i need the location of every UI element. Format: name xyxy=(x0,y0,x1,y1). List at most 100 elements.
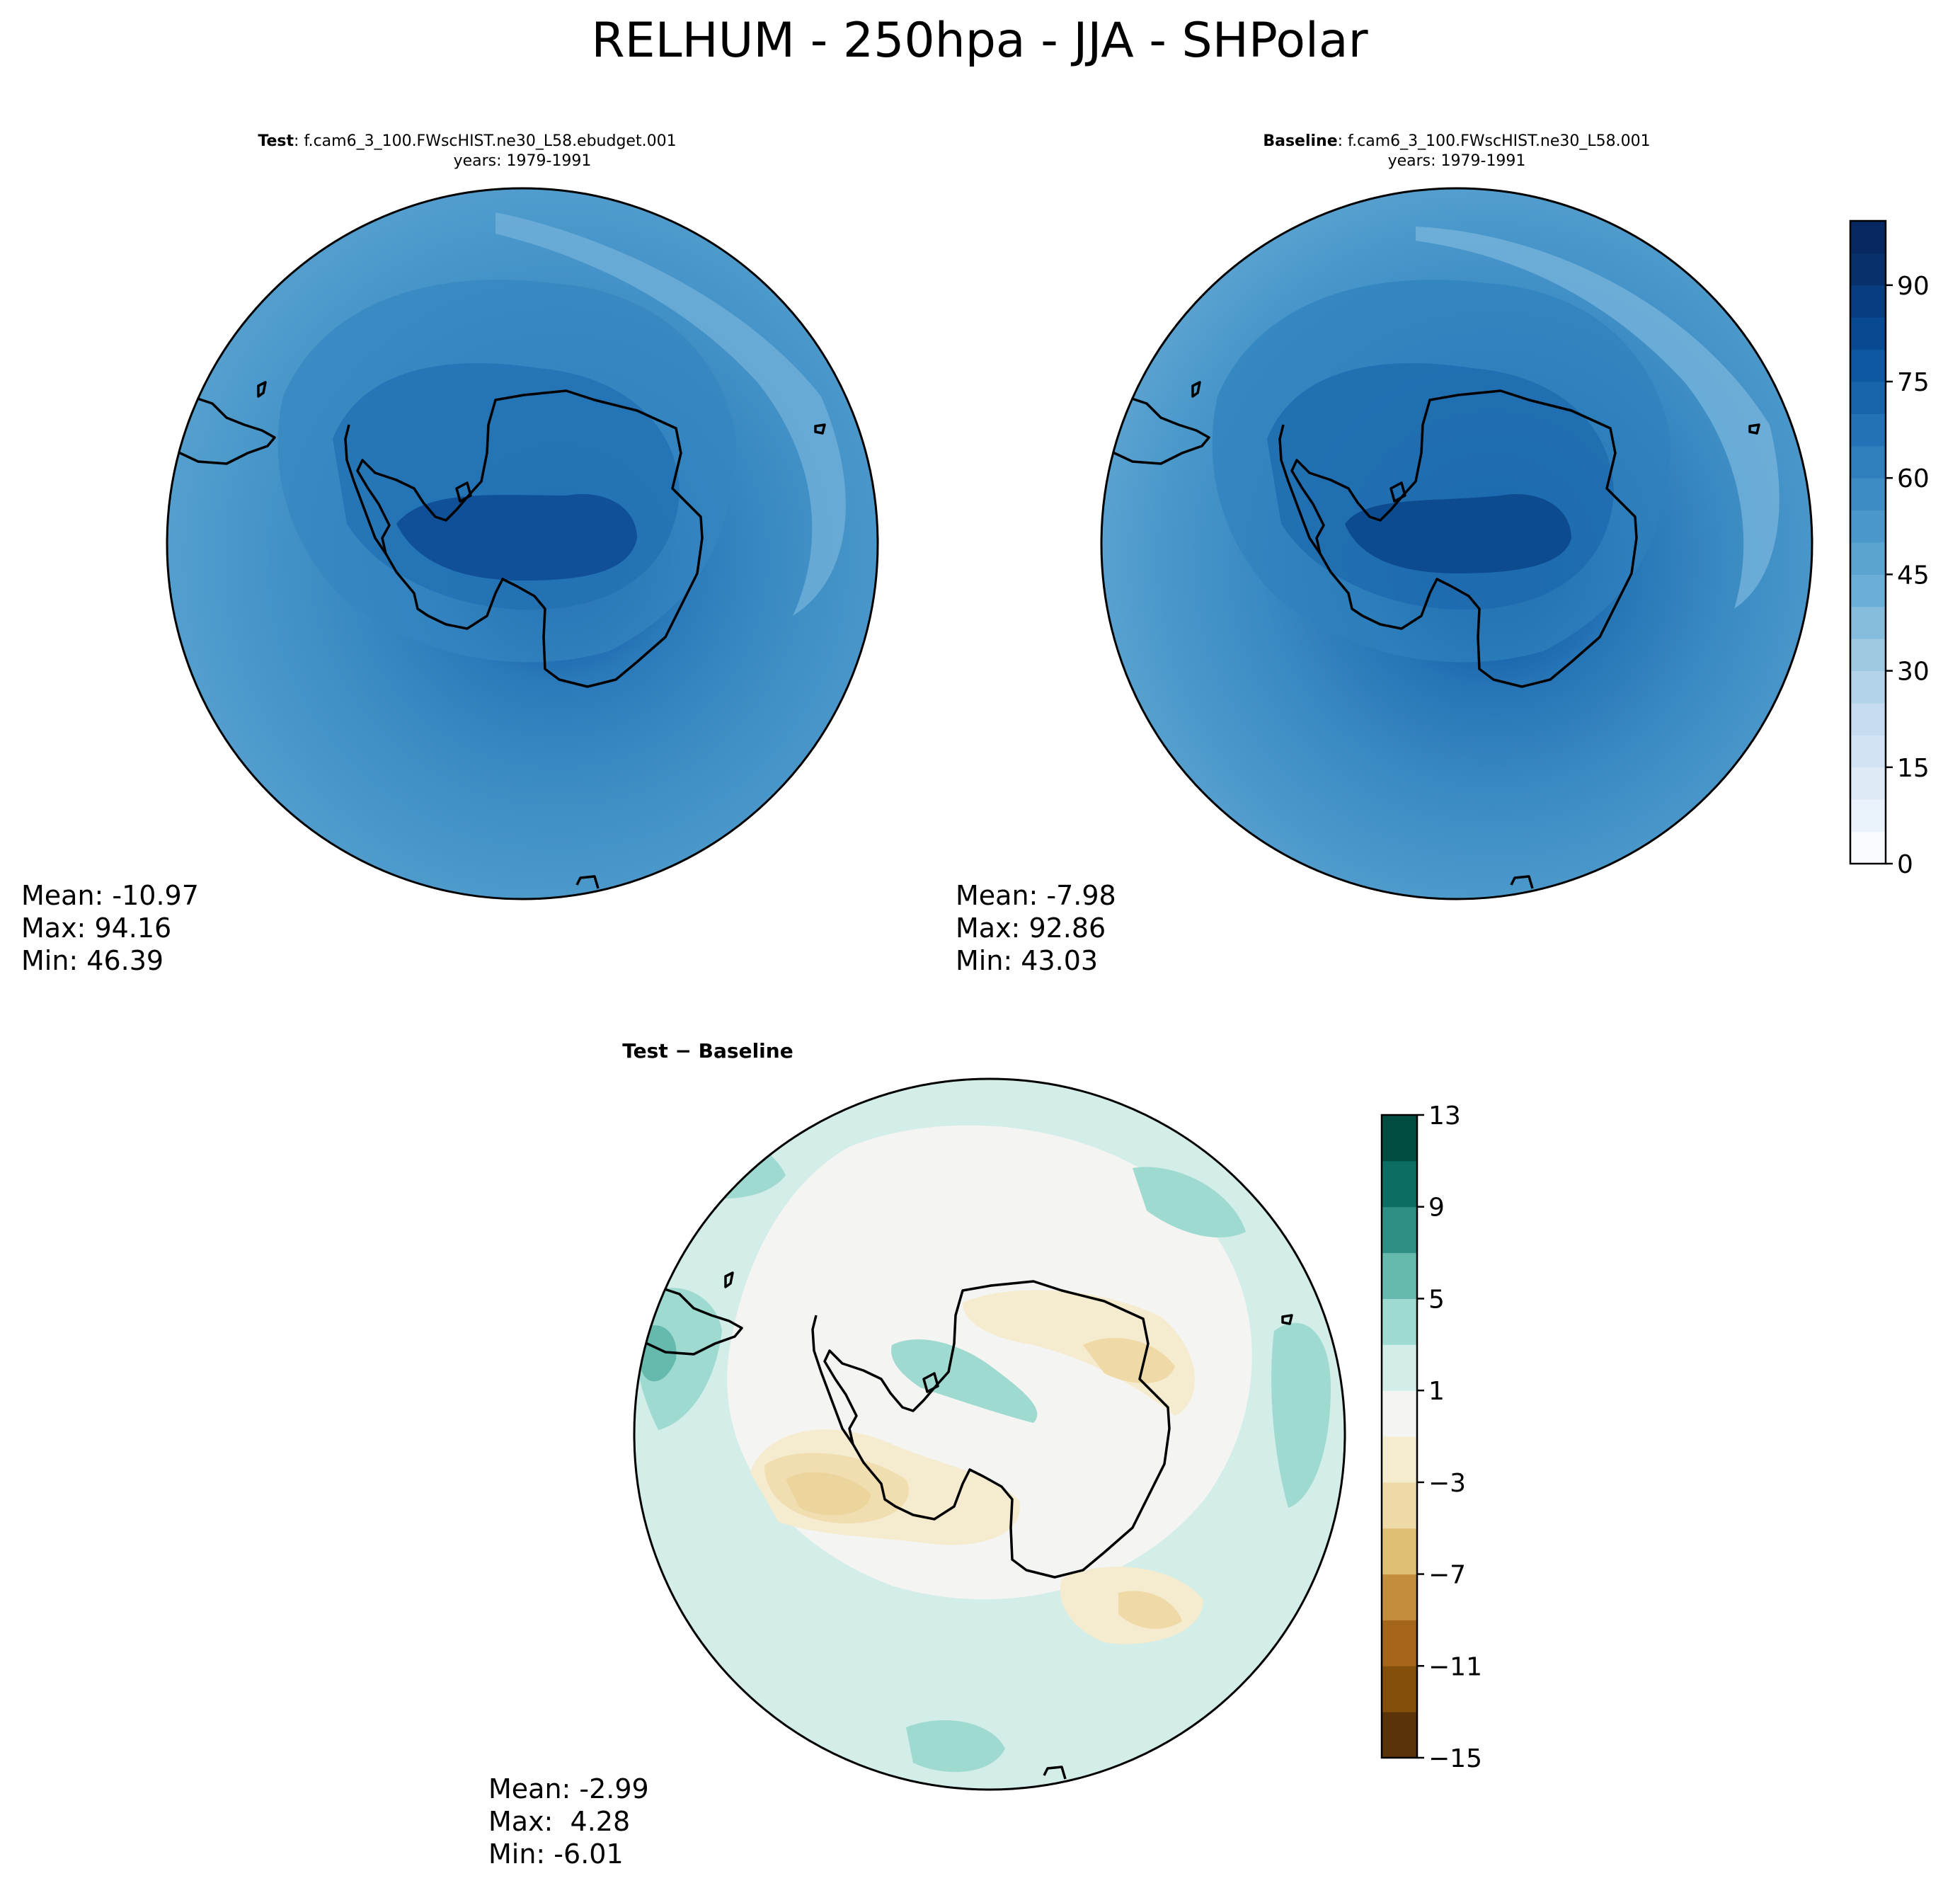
diff-colorbar-swatch-2 xyxy=(1382,1620,1417,1666)
test-panel-years: years: 1979-1991 xyxy=(454,152,592,170)
diff-colorbar-swatch-4 xyxy=(1382,1528,1417,1575)
test-map-frame xyxy=(166,187,879,900)
diff-colorbar-swatch-8 xyxy=(1382,1344,1417,1391)
test-panel-title: Test: f.cam6_3_100.FWscHIST.ne30_L58.ebu… xyxy=(258,132,676,150)
test-island-1 xyxy=(257,381,267,398)
test-island-2 xyxy=(814,423,826,435)
diff-colorbar-swatch-3 xyxy=(1382,1574,1417,1620)
diff-negative-upper-core xyxy=(1083,1338,1175,1383)
baseline-panel: Baseline: f.cam6_3_100.FWscHIST.ne30_L58… xyxy=(956,132,1813,976)
shared-colorbar-swatch-0 xyxy=(1850,831,1886,864)
diff-colorbar-tick-label-5: 5 xyxy=(1428,1285,1445,1314)
baseline-africa-tip xyxy=(1510,875,1534,889)
diff-colorbar-swatch-5 xyxy=(1382,1482,1417,1529)
diff-colorbar-frame xyxy=(1380,1114,1419,1759)
diff-positive-left xyxy=(634,1288,722,1430)
shared-colorbar-swatch-19 xyxy=(1850,221,1886,253)
test-peninsula-coastline xyxy=(344,424,387,554)
diff-colorbar-tick-label-3: −3 xyxy=(1428,1469,1466,1498)
shared-colorbar-swatch-18 xyxy=(1850,253,1886,286)
shared-colorbar-swatch-2 xyxy=(1850,767,1886,800)
diff-stat-mean: Mean: -2.99 xyxy=(488,1773,649,1804)
shared-colorbar-swatch-10 xyxy=(1850,510,1886,543)
shared-colorbar-frame xyxy=(1849,219,1887,865)
diff-colorbar-tick-label-0: −15 xyxy=(1428,1744,1482,1773)
diff-panel: Test − Baseline xyxy=(488,1039,1346,1870)
baseline-island-2 xyxy=(1748,423,1760,435)
diff-island-2 xyxy=(1281,1314,1293,1325)
shared-colorbar-swatch-17 xyxy=(1850,285,1886,318)
diff-colorbar-tick-label-7: 13 xyxy=(1428,1102,1461,1131)
shared-colorbar-swatch-15 xyxy=(1850,349,1886,382)
test-stat-mean: Mean: -10.97 xyxy=(21,880,199,911)
baseline-antarctica-coastline xyxy=(1290,389,1638,688)
baseline-map-frame xyxy=(1100,187,1813,900)
test-antarctica-coastline xyxy=(356,389,704,688)
diff-stat-max: Max: 4.28 xyxy=(488,1806,630,1837)
shared-colorbar-tick-label-1: 15 xyxy=(1897,754,1930,783)
diff-colorbar-swatch-6 xyxy=(1382,1436,1417,1483)
diff-map xyxy=(634,1079,1345,1790)
diff-positive-bottom xyxy=(906,1720,1005,1773)
diff-colorbar: −15 −11 −7 −3 1 5 9 13 xyxy=(1380,1102,1482,1773)
diff-colorbar-tick-label-2: −7 xyxy=(1428,1561,1466,1590)
shared-colorbar-swatch-8 xyxy=(1850,574,1886,607)
baseline-map xyxy=(1101,188,1812,899)
diff-negative-upper xyxy=(963,1290,1195,1416)
shared-colorbar-tick-label-2: 30 xyxy=(1897,658,1930,687)
baseline-island-1 xyxy=(1191,381,1201,398)
test-panel-title-rest: : f.cam6_3_100.FWscHIST.ne30_L58.ebudget… xyxy=(294,132,677,150)
diff-colorbar-tick-label-6: 9 xyxy=(1428,1194,1445,1223)
diff-south-america-coastline xyxy=(643,1286,743,1356)
diff-antarctica-coastline xyxy=(823,1280,1171,1579)
diff-coastlines xyxy=(643,1271,1293,1780)
shared-colorbar: 0 15 30 45 60 75 90 xyxy=(1849,219,1930,879)
baseline-island-3 xyxy=(1389,481,1406,503)
diff-panel-title: Test − Baseline xyxy=(622,1039,793,1063)
baseline-panel-title-bold: Baseline xyxy=(1263,132,1337,150)
shared-colorbar-swatch-9 xyxy=(1850,542,1886,575)
baseline-coastlines xyxy=(1111,381,1760,889)
diff-positive-upper-left xyxy=(658,1132,786,1199)
diff-colorbar-swatch-11 xyxy=(1382,1206,1417,1254)
shared-colorbar-swatch-7 xyxy=(1850,606,1886,639)
diff-colorbar-tick-label-1: −11 xyxy=(1428,1652,1482,1681)
diff-peninsula-coastline xyxy=(811,1315,854,1445)
baseline-peninsula-coastline xyxy=(1278,424,1322,554)
shared-colorbar-tick-label-5: 75 xyxy=(1897,368,1930,397)
test-panel-title-bold: Test xyxy=(258,132,294,150)
shared-colorbar-tick-label-6: 90 xyxy=(1897,272,1930,301)
test-panel: Test: f.cam6_3_100.FWscHIST.ne30_L58.ebu… xyxy=(21,132,879,976)
test-coastlines xyxy=(176,381,826,889)
test-south-america-coastline xyxy=(176,395,276,465)
diff-colorbar-tick-label-4: 1 xyxy=(1428,1377,1445,1406)
shared-colorbar-swatch-16 xyxy=(1850,317,1886,350)
diff-colorbar-swatch-7 xyxy=(1382,1390,1417,1437)
diff-colorbar-swatch-9 xyxy=(1382,1298,1417,1345)
diff-island-3 xyxy=(922,1372,939,1393)
baseline-panel-title: Baseline: f.cam6_3_100.FWscHIST.ne30_L58… xyxy=(1263,132,1650,150)
test-map xyxy=(167,188,878,899)
shared-colorbar-swatch-6 xyxy=(1850,639,1886,672)
shared-colorbar-swatch-1 xyxy=(1850,799,1886,833)
diff-colorbar-swatch-0 xyxy=(1382,1712,1417,1758)
diff-positive-inner xyxy=(891,1339,1038,1423)
baseline-south-america-coastline xyxy=(1111,395,1210,465)
figure-title: RELHUM - 250hpa - JJA - SHPolar xyxy=(591,13,1368,69)
shared-colorbar-swatch-3 xyxy=(1850,735,1886,768)
shared-colorbar-tick-label-4: 60 xyxy=(1897,464,1930,493)
test-contour-core xyxy=(396,494,637,580)
diff-colorbar-swatch-1 xyxy=(1382,1666,1417,1712)
baseline-stat-min: Min: 43.03 xyxy=(956,945,1098,976)
diff-africa-tip xyxy=(1043,1766,1067,1780)
diff-colorbar-swatch-13 xyxy=(1382,1115,1417,1162)
diff-island-1 xyxy=(724,1271,734,1288)
shared-colorbar-swatch-14 xyxy=(1850,382,1886,414)
diff-positive-left-core xyxy=(641,1325,677,1382)
baseline-panel-years: years: 1979-1991 xyxy=(1388,152,1526,170)
shared-colorbar-tick-label-0: 0 xyxy=(1897,850,1913,879)
shared-colorbar-tick-label-3: 45 xyxy=(1897,561,1930,590)
shared-colorbar-swatch-4 xyxy=(1850,703,1886,736)
diff-colorbar-swatch-10 xyxy=(1382,1252,1417,1299)
baseline-contour-high-pacific xyxy=(1416,227,1780,609)
